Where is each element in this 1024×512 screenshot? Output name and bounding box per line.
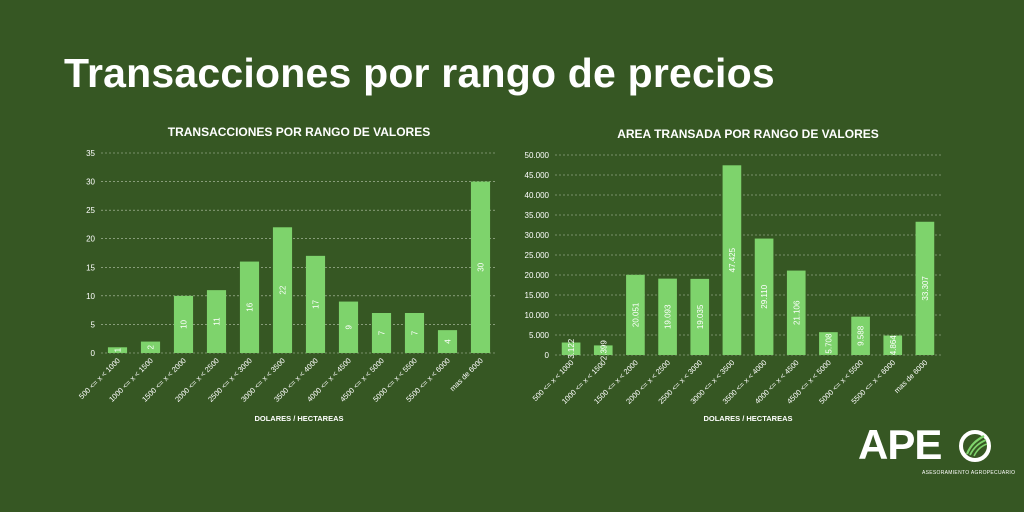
bar (371, 313, 392, 353)
bar (658, 278, 677, 355)
bar (140, 341, 161, 353)
bar (819, 332, 838, 355)
y-tick-label: 10.000 (525, 311, 550, 320)
data-label: 20.051 (631, 302, 640, 327)
data-label: 7 (378, 330, 387, 335)
data-label: 17 (312, 299, 321, 308)
data-label: 1 (114, 347, 123, 352)
bar (593, 345, 613, 355)
y-tick-label: 35.000 (525, 211, 550, 220)
bar (338, 301, 359, 353)
y-tick-label: 5.000 (529, 331, 550, 340)
y-tick-label: 10 (86, 292, 95, 301)
bar (915, 221, 935, 355)
data-label: 2 (147, 345, 156, 350)
data-label: 4 (444, 339, 453, 344)
data-label: 2.399 (599, 340, 608, 361)
bar (722, 165, 742, 355)
bar (626, 274, 645, 355)
logo-text: APE (858, 421, 942, 468)
y-tick-label: 5 (91, 320, 96, 329)
data-label: 21.106 (792, 300, 801, 325)
y-tick-label: 50.000 (525, 151, 550, 160)
y-tick-label: 15 (86, 263, 95, 272)
bar (404, 313, 425, 353)
bar (561, 342, 581, 355)
transacciones-chart: TRANSACCIONES POR RANGO DE VALORES 0 5 10 15… (77, 125, 497, 423)
bar (305, 255, 326, 353)
y-tick-label: 40.000 (525, 191, 550, 200)
data-label: 30 (477, 262, 486, 271)
leaf-circle-icon (959, 430, 991, 462)
data-label: 22 (279, 285, 288, 294)
y-tick-label: 35 (86, 149, 95, 158)
y-tick-label: 0 (91, 349, 96, 358)
y-tick-label: 25.000 (525, 251, 550, 260)
y-tick-label: 0 (545, 351, 550, 360)
x-axis-label: DOLARES / HECTAREAS (254, 414, 343, 423)
data-label: 29.110 (760, 284, 769, 308)
bar (173, 295, 194, 353)
data-label: 9 (345, 325, 354, 330)
y-tick-label: 25 (86, 206, 95, 215)
bar (272, 227, 293, 353)
y-tick-label: 45.000 (525, 171, 550, 180)
data-label: 16 (246, 302, 255, 311)
data-label: 10 (180, 319, 189, 328)
bar (786, 270, 806, 355)
data-label: 5.708 (824, 333, 833, 354)
y-tick-label: 15.000 (525, 291, 550, 300)
bar (470, 181, 491, 353)
data-label: 19.093 (664, 304, 673, 329)
bar (206, 290, 227, 353)
y-tick-label: 20.000 (525, 271, 550, 280)
x-axis-label: DOLARES / HECTAREAS (703, 414, 792, 423)
bar (754, 238, 774, 355)
y-tick-label: 30 (86, 178, 95, 187)
data-label: 19.035 (696, 304, 705, 329)
chart-title: TRANSACCIONES POR RANGO DE VALORES (168, 125, 430, 139)
bar (239, 261, 260, 353)
bar (437, 330, 458, 353)
data-label: 7 (411, 330, 420, 335)
data-label: 47.425 (728, 247, 737, 272)
bar (107, 347, 128, 353)
bar (851, 316, 870, 355)
page-title: Transacciones por rango de precios (64, 50, 775, 96)
data-label: 33.307 (921, 276, 930, 301)
x-tick-label: mas de 6000 (892, 358, 929, 395)
chart-title: AREA TRANSADA POR RANGO DE VALORES (617, 127, 879, 141)
logo-subtitle: ASESORAMIENTO AGROPECUARIO (922, 470, 1016, 476)
data-label: 11 (213, 317, 222, 326)
data-label: 9.588 (857, 325, 866, 346)
bar (690, 278, 710, 355)
bar (883, 335, 903, 355)
ape-logo: APE ASESORAMIENTO AGROPECUARIO (858, 421, 1015, 492)
data-label: 4.864 (889, 335, 898, 356)
y-tick-label: 30.000 (525, 231, 550, 240)
data-label: 3.122 (567, 338, 576, 359)
y-tick-label: 20 (86, 235, 95, 244)
